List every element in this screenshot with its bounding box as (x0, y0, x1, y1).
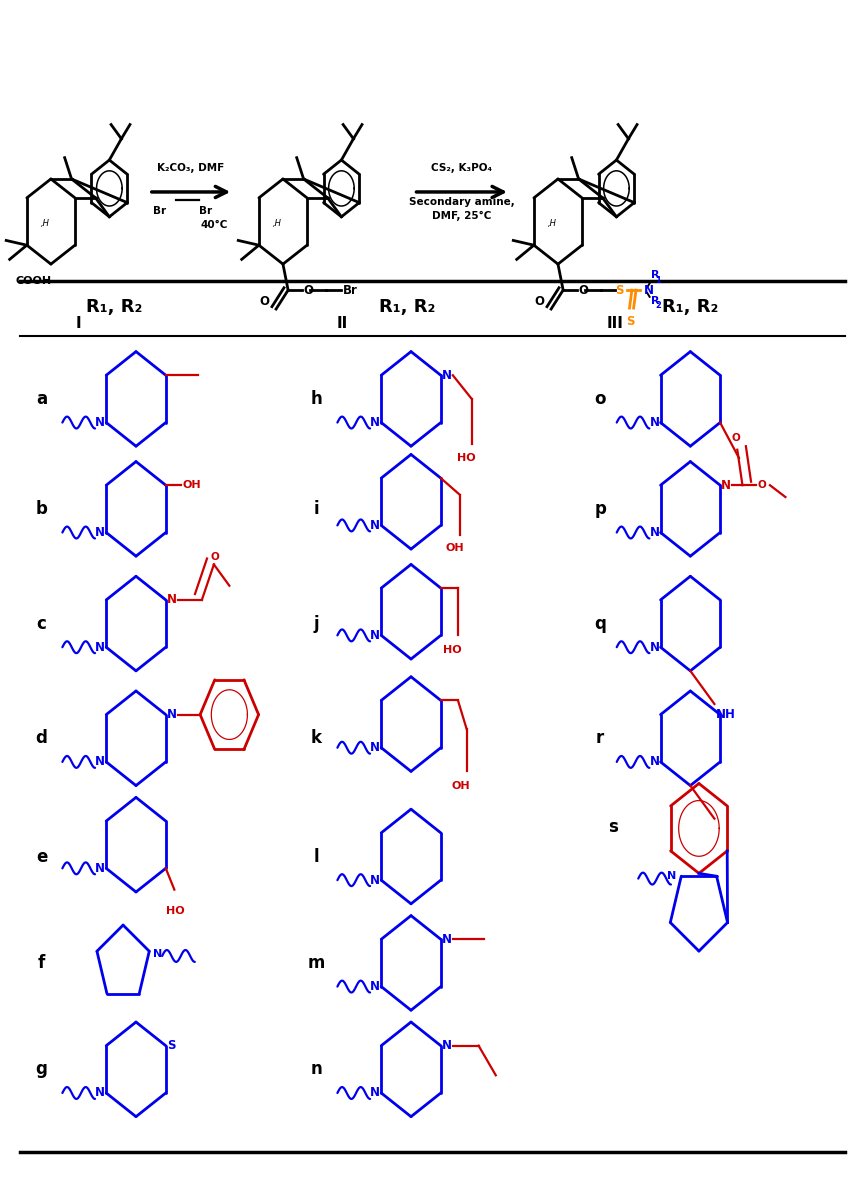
Text: R₁, R₂: R₁, R₂ (86, 298, 143, 316)
Text: CS₂, K₃PO₄: CS₂, K₃PO₄ (432, 163, 492, 173)
Text: m: m (308, 954, 325, 972)
Text: S: S (626, 315, 634, 328)
Text: 2: 2 (655, 301, 661, 310)
Text: c: c (36, 614, 47, 632)
Text: ,H: ,H (548, 220, 557, 228)
Text: II: II (336, 316, 348, 331)
Text: N: N (442, 1040, 452, 1053)
Text: N: N (650, 526, 659, 539)
Text: N: N (442, 368, 452, 381)
Text: N: N (95, 756, 106, 769)
Text: 40°C: 40°C (201, 220, 227, 230)
Text: HO: HO (443, 645, 461, 655)
Text: N: N (153, 948, 162, 959)
Text: O: O (758, 480, 766, 491)
Text: a: a (35, 390, 47, 407)
Text: N: N (167, 708, 176, 721)
Text: f: f (38, 954, 45, 972)
Text: III: III (606, 316, 623, 331)
Text: HO: HO (166, 906, 184, 916)
Text: O: O (731, 432, 740, 443)
Text: q: q (594, 614, 606, 632)
Text: O: O (535, 296, 544, 309)
Text: R: R (651, 270, 660, 279)
Text: N: N (95, 640, 106, 653)
Text: h: h (311, 390, 323, 407)
Text: N: N (95, 861, 106, 874)
Text: R₁, R₂: R₁, R₂ (662, 298, 719, 316)
Text: OH: OH (183, 480, 202, 491)
Text: O: O (260, 296, 269, 309)
Text: Secondary amine,: Secondary amine, (409, 197, 515, 207)
Text: O: O (578, 284, 588, 297)
Text: COOH: COOH (16, 276, 52, 286)
Text: N: N (644, 284, 654, 297)
Text: N: N (370, 980, 381, 993)
Text: N: N (95, 1087, 106, 1099)
Text: d: d (35, 729, 48, 747)
Text: OH: OH (446, 543, 465, 554)
Text: s: s (608, 819, 618, 836)
Text: N: N (370, 628, 381, 642)
Text: N: N (650, 640, 659, 653)
Text: N: N (167, 594, 176, 606)
Text: ,H: ,H (273, 220, 282, 228)
Text: N: N (370, 519, 381, 532)
Text: S: S (168, 1040, 176, 1053)
Text: N: N (370, 873, 381, 886)
Text: I: I (75, 316, 81, 331)
Text: N: N (667, 871, 676, 881)
Text: NH: NH (716, 708, 736, 721)
Text: N: N (370, 741, 381, 754)
Text: O: O (303, 284, 313, 297)
Text: g: g (35, 1061, 48, 1079)
Text: e: e (35, 847, 47, 866)
Text: Br: Br (153, 207, 166, 216)
Text: k: k (311, 729, 322, 747)
Text: o: o (594, 390, 605, 407)
Text: N: N (370, 416, 381, 429)
Text: N: N (721, 479, 731, 492)
Text: N: N (650, 416, 659, 429)
Text: K₂CO₃, DMF: K₂CO₃, DMF (157, 163, 225, 173)
Text: DMF, 25°C: DMF, 25°C (432, 211, 491, 221)
Text: l: l (314, 847, 319, 866)
Text: Br: Br (199, 207, 212, 216)
Text: OH: OH (452, 781, 470, 791)
Text: n: n (311, 1061, 323, 1079)
Text: HO: HO (457, 454, 476, 463)
Text: S: S (615, 284, 624, 297)
Text: r: r (596, 729, 605, 747)
Text: j: j (314, 614, 319, 632)
Text: R: R (651, 296, 660, 305)
Text: R₁, R₂: R₁, R₂ (379, 298, 435, 316)
Text: N: N (442, 933, 452, 946)
Text: N: N (95, 416, 106, 429)
Text: N: N (650, 756, 659, 769)
Text: O: O (210, 552, 219, 562)
Text: Br: Br (343, 284, 357, 297)
Text: ,H: ,H (42, 220, 50, 228)
Text: N: N (370, 1087, 381, 1099)
Text: 1: 1 (655, 277, 661, 285)
Text: N: N (95, 526, 106, 539)
Text: b: b (35, 500, 48, 518)
Text: p: p (594, 500, 606, 518)
Text: i: i (314, 500, 319, 518)
